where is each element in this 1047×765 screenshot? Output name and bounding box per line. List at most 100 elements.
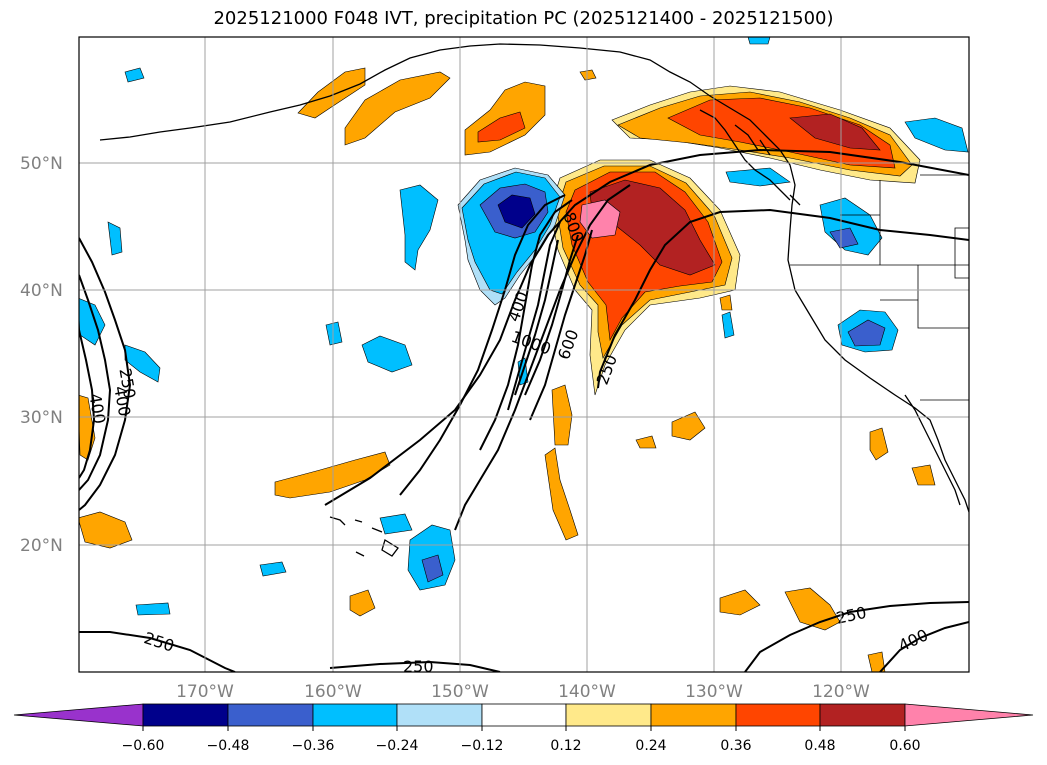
coastline-alaska [99,43,969,513]
colorbar-segment [650,703,737,727]
ivt-contour-1000 [514,239,559,396]
colorbar-segment [565,703,652,727]
precip-positive-regions [79,67,936,672]
colorbar-tick-label: −0.12 [461,738,504,754]
ivt-contour-250-east2 [597,208,969,389]
precip-region-subtrop-3 [551,384,573,446]
coastline-baja [904,394,961,506]
ivt-contour-west-400 [79,274,112,491]
colorbar-segment [13,703,144,727]
precip-region-neg-7 [904,117,969,153]
colorbar-segment [819,703,906,727]
precip-region-subtrop-13 [867,651,886,672]
precip-region-subtrop-15 [579,69,597,81]
precip-region-neg-8 [124,344,161,383]
colorbar-tick-label: −0.60 [122,738,165,754]
ivt-contour-se-250 [744,601,969,672]
precip-region-subtrop-2 [544,447,579,541]
lat-label: 20°N [20,536,63,556]
map-area: 250 400 400 400 1000 600 800 250 250 250… [79,37,969,676]
precip-region-neg-11 [135,602,171,616]
colorbar-tick-label: 0.48 [804,738,835,754]
precip-region-subtrop-4 [79,511,133,549]
precip-region-aleutian-1 [297,67,366,119]
ivt-contour-600b [529,229,593,421]
colorbar-tick-label: −0.36 [292,738,335,754]
lon-label: 140°W [558,682,616,702]
ivt-contour-400b [399,194,566,496]
ivt-contours [79,148,969,672]
precip-region-central-pink [579,199,621,239]
precip-region-neg-15 [124,67,145,83]
precip-region-neg-18 [721,311,735,339]
lat-label: 40°N [20,281,63,301]
ivt-contour-south-250 [79,631,236,672]
precip-region-subtrop-11 [635,435,657,449]
lon-label: 120°W [812,682,870,702]
precip-region-subtrop-8 [349,589,376,617]
colorbar-segment [312,703,398,727]
precip-negative-regions [79,37,969,616]
colorbar-segment [481,703,567,727]
precip-region-neg-13 [325,321,343,346]
ivt-contour-800b [524,234,579,396]
ivt-contour-250-east [324,148,969,506]
colorbar-segment [904,703,1034,727]
colorbar-tick-label: 0.24 [635,738,666,754]
precip-region-subtrop-14 [719,294,733,311]
state-borders [790,174,969,401]
colorbar [13,703,1034,727]
colorbar-labels: −0.60 −0.48 −0.36 −0.24 −0.12 0.12 0.24 … [122,738,921,754]
precip-region-subtrop-10 [911,464,936,486]
ivt-contour-600 [479,199,573,451]
lon-label: 160°W [304,682,362,702]
ivt-contour-800 [507,221,561,411]
lon-label: 170°W [176,682,234,702]
precip-region-neg-2 [399,184,439,271]
coastline-bc-islands [699,109,801,206]
map-frame [78,36,970,673]
lon-label: 150°W [431,682,489,702]
precip-region-aleutian-2 [344,71,451,146]
precip-region-bc-dark [789,113,881,151]
colorbar-ticks [142,726,906,731]
precip-region-neg-5 [361,335,413,373]
coastlines [99,43,969,557]
colorbar-segment [142,703,229,727]
lon-label: 130°W [685,682,743,702]
ivt-contour-west-600 [79,329,96,479]
precip-region-aleutian-3b [477,111,526,143]
precip-region-neg-4b [847,319,886,347]
coastline-hawaii [329,516,399,557]
precip-region-subtrop-5 [671,411,706,441]
precip-region-neg-14 [259,561,287,577]
precip-region-neg-12 [725,167,791,187]
contour-label: 250 [403,657,434,676]
precip-region-neg-19 [747,37,771,45]
colorbar-tick-label: −0.24 [376,738,419,754]
map-title: 2025121000 F048 IVT, precipitation PC (2… [213,8,834,29]
gridlines [79,37,969,672]
ivt-contour-400 [454,184,631,531]
precip-region-subtrop-9 [869,427,889,461]
colorbar-tick-label: 0.12 [550,738,581,754]
precip-region-neg-main-navy [497,194,536,229]
colorbar-segment [227,703,314,727]
precip-region-bc-red [667,97,896,169]
colorbar-tick-label: 0.60 [889,738,920,754]
precip-region-neg-6b [421,554,444,583]
precip-region-neg-16 [379,513,413,535]
colorbar-tick-label: 0.36 [720,738,751,754]
lat-axis: 50°N 40°N 30°N 20°N [20,154,63,556]
colorbar-segment [396,703,483,727]
lat-label: 50°N [20,154,63,174]
precip-region-neg-3b [829,227,859,249]
lat-label: 30°N [20,408,63,428]
ivt-contour-west-250 [79,237,132,511]
lon-axis: 170°W 160°W 150°W 140°W 130°W 120°W [176,682,870,702]
ivt-contour-south-250b [329,660,501,672]
colorbar-tick-label: −0.48 [207,738,250,754]
ivt-contour-se-400 [879,621,969,672]
colorbar-segment [735,703,821,727]
